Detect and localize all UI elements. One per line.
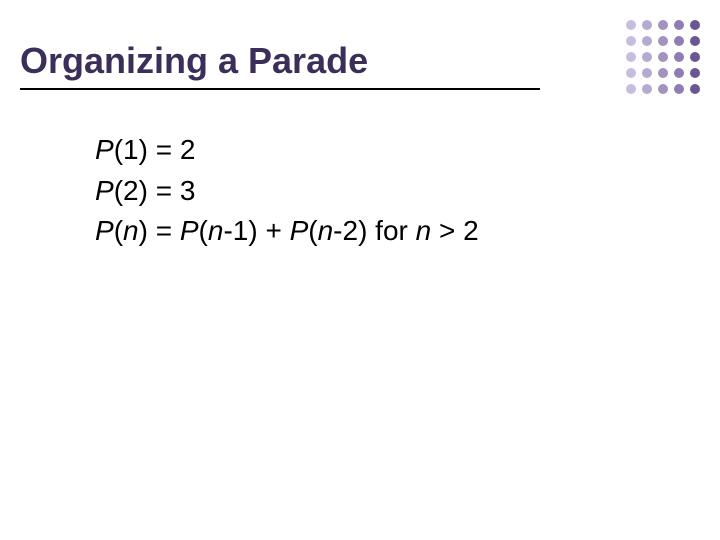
deco-dot bbox=[626, 36, 636, 46]
arg: n bbox=[123, 215, 139, 246]
corner-dot-grid bbox=[624, 18, 702, 96]
deco-dot bbox=[642, 52, 652, 62]
fn-symbol: P bbox=[290, 215, 309, 246]
title-region: Organizing a Parade bbox=[20, 40, 520, 90]
slide-title: Organizing a Parade bbox=[20, 40, 520, 88]
open-paren: ( bbox=[114, 215, 123, 246]
open-paren: ( bbox=[199, 215, 208, 246]
deco-dot bbox=[674, 52, 684, 62]
deco-dot bbox=[626, 20, 636, 30]
deco-dot bbox=[658, 84, 668, 94]
after-arg: -1) + bbox=[223, 215, 289, 246]
close-paren: ) bbox=[139, 215, 148, 246]
deco-dot bbox=[674, 84, 684, 94]
arg: 2 bbox=[123, 175, 139, 206]
open-paren: ( bbox=[114, 134, 123, 165]
close-paren: ) bbox=[139, 175, 148, 206]
after-arg: -2) for bbox=[333, 215, 415, 246]
deco-dot bbox=[658, 68, 668, 78]
deco-dot bbox=[642, 20, 652, 30]
arg: 1 bbox=[123, 134, 139, 165]
open-paren: ( bbox=[114, 175, 123, 206]
deco-dot bbox=[626, 68, 636, 78]
deco-dot bbox=[674, 36, 684, 46]
fn-symbol: P bbox=[180, 215, 199, 246]
equation-line-3: P(n) = P(n-1) + P(n-2) for n > 2 bbox=[95, 211, 655, 252]
deco-dot bbox=[690, 52, 700, 62]
deco-dot bbox=[674, 20, 684, 30]
deco-dot bbox=[626, 84, 636, 94]
title-underline bbox=[20, 88, 540, 90]
deco-dot bbox=[690, 36, 700, 46]
slide: Organizing a Parade P(1) = 2 P(2) = 3 P(… bbox=[0, 0, 720, 540]
deco-dot bbox=[690, 20, 700, 30]
cond-var: n bbox=[416, 215, 432, 246]
deco-dot bbox=[642, 84, 652, 94]
rhs: = 2 bbox=[148, 134, 195, 165]
deco-dot bbox=[642, 68, 652, 78]
fn-symbol: P bbox=[95, 175, 114, 206]
deco-dot bbox=[690, 84, 700, 94]
equation-line-2: P(2) = 3 bbox=[95, 171, 655, 212]
equation-line-1: P(1) = 2 bbox=[95, 130, 655, 171]
eq: = bbox=[148, 215, 180, 246]
deco-dot bbox=[642, 36, 652, 46]
arg: n bbox=[318, 215, 334, 246]
fn-symbol: P bbox=[95, 134, 114, 165]
deco-dot bbox=[658, 52, 668, 62]
cond-rest: > 2 bbox=[431, 215, 478, 246]
rhs: = 3 bbox=[148, 175, 195, 206]
arg: n bbox=[208, 215, 224, 246]
deco-dot bbox=[658, 36, 668, 46]
deco-dot bbox=[626, 52, 636, 62]
deco-dot bbox=[674, 68, 684, 78]
close-paren: ) bbox=[139, 134, 148, 165]
deco-dot bbox=[690, 68, 700, 78]
body-region: P(1) = 2 P(2) = 3 P(n) = P(n-1) + P(n-2)… bbox=[95, 130, 655, 252]
deco-dot bbox=[658, 20, 668, 30]
open-paren: ( bbox=[308, 215, 317, 246]
fn-symbol: P bbox=[95, 215, 114, 246]
